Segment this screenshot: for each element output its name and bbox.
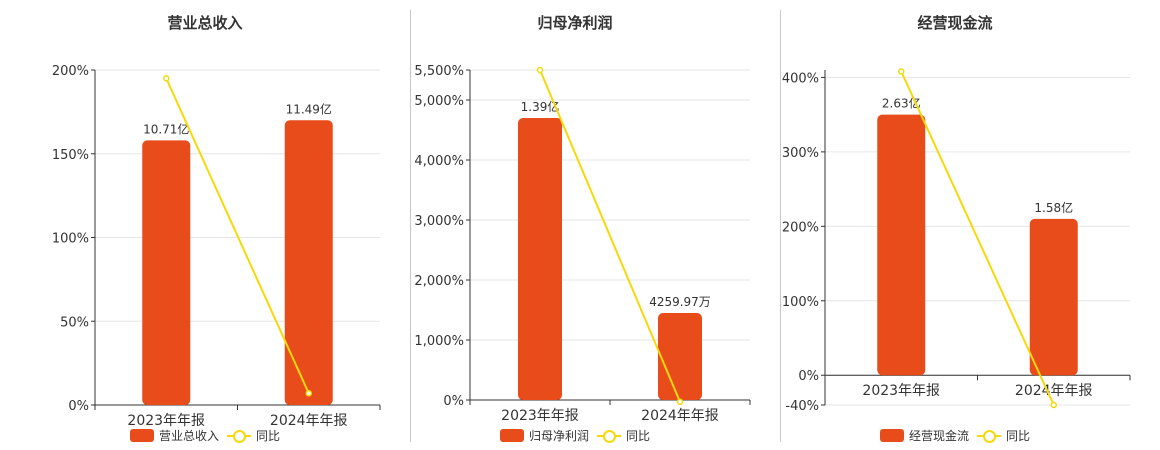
panel-divider — [410, 10, 411, 442]
legend-item-bar[interactable]: 归母净利润 — [499, 427, 589, 444]
x-tick-label: 2023年年报 — [501, 408, 579, 424]
yoy-point — [1050, 401, 1057, 409]
y-tick-label: 5,000% — [414, 94, 464, 109]
yoy-point — [163, 75, 170, 82]
legend-item-line[interactable]: 同比 — [597, 427, 650, 444]
y-tick-label: 100% — [782, 295, 819, 310]
legend-line-icon — [597, 429, 621, 443]
yoy-point — [305, 390, 312, 397]
legend-line-label: 同比 — [1006, 429, 1031, 443]
yoy-line — [165, 77, 310, 394]
y-tick-label: -40% — [785, 399, 819, 414]
y-tick-label: 200% — [782, 220, 819, 235]
x-tick-label: 2023年年报 — [127, 413, 205, 429]
net-profit-chart: 0% 1,000% 2,000% 3,000% 4,000% 5,000% 5,500% 1.… — [414, 64, 751, 424]
legend-line-icon — [227, 429, 251, 443]
cash-flow-chart-panel: 经营现金流 -40% 0% 100% 200% 300% 400% 2.63亿 1.58亿 20… — [770, 0, 1140, 450]
y-tick-label: 100% — [52, 232, 89, 247]
y-tick-label: 200% — [52, 64, 89, 79]
legend-bar-label: 经营现金流 — [908, 429, 969, 443]
bar-value-label: 4259.97万 — [649, 295, 711, 309]
yoy-point — [676, 398, 684, 406]
bar — [1029, 218, 1078, 376]
bar-value-label: 11.49亿 — [286, 101, 332, 116]
y-tick-label: 5,500% — [414, 64, 464, 79]
y-tick-label: 50% — [60, 315, 89, 330]
y-tick-label: 400% — [782, 71, 819, 86]
chart-title: 归母净利润 — [537, 14, 613, 32]
bar — [877, 114, 926, 376]
yoy-point — [536, 66, 544, 74]
legend-bar-swatch — [879, 429, 904, 442]
chart-title: 经营现金流 — [917, 14, 993, 32]
bar — [518, 118, 562, 400]
y-tick-label: 3,000% — [414, 214, 464, 229]
bar-value-label: 10.71亿 — [143, 121, 189, 136]
yoy-line — [900, 71, 1055, 406]
revenue-chart: 0% 50% 100% 150% 200% 10.71亿 11.49亿 2023年年报 2024… — [52, 64, 381, 429]
legend-bar-label: 营业总收入 — [158, 429, 219, 443]
legend-bar-label: 归母净利润 — [528, 429, 589, 443]
legend-item-bar[interactable]: 经营现金流 — [879, 427, 969, 444]
legend-item-line[interactable]: 同比 — [227, 427, 280, 444]
y-tick-label: 300% — [782, 146, 819, 161]
yoy-point — [898, 68, 905, 75]
y-tick-label: 1,000% — [414, 334, 464, 349]
y-tick-label: 0% — [68, 399, 89, 414]
x-tick-label: 2024年年报 — [641, 408, 719, 424]
x-tick-label: 2024年年报 — [270, 413, 348, 429]
y-tick-label: 4,000% — [414, 154, 464, 169]
legend-line-label: 同比 — [256, 429, 281, 443]
bar — [142, 140, 191, 405]
bar-value-label: 2.63亿 — [882, 96, 921, 111]
legend-item-bar[interactable]: 营业总收入 — [129, 427, 219, 444]
y-tick-label: 2,000% — [414, 274, 464, 289]
chart-title: 营业总收入 — [167, 14, 243, 32]
y-tick-label: 0% — [443, 394, 464, 409]
legend-line-icon — [977, 429, 1001, 443]
bar-value-label: 1.58亿 — [1034, 200, 1073, 215]
bar-value-label: 1.39亿 — [521, 99, 560, 114]
revenue-chart-panel: 营业总收入 0% 50% 100% 150% 200% 10.71亿 11.49亿 2023年… — [20, 0, 390, 450]
bar — [658, 313, 702, 400]
chart-legend: 营业总收入 同比 — [20, 427, 390, 444]
legend-bar-swatch — [499, 429, 524, 442]
legend-bar-swatch — [129, 429, 154, 442]
yoy-line — [539, 69, 681, 403]
bar — [284, 120, 333, 405]
cash-flow-chart: -40% 0% 100% 200% 300% 400% 2.63亿 1.58亿 2023年年报 2… — [782, 68, 1131, 414]
x-tick-label: 2024年年报 — [1015, 383, 1093, 399]
panel-divider — [780, 10, 781, 442]
x-tick-label: 2023年年报 — [862, 383, 940, 399]
y-tick-label: 150% — [52, 148, 89, 163]
legend-line-label: 同比 — [626, 429, 651, 443]
chart-legend: 归母净利润 同比 — [390, 427, 760, 444]
net-profit-chart-panel: 归母净利润 0% 1,000% 2,000% 3,000% 4,000% 5,000% 5,… — [390, 0, 760, 450]
y-tick-label: 0% — [798, 369, 819, 384]
chart-legend: 经营现金流 同比 — [770, 427, 1140, 444]
legend-item-line[interactable]: 同比 — [977, 427, 1030, 444]
